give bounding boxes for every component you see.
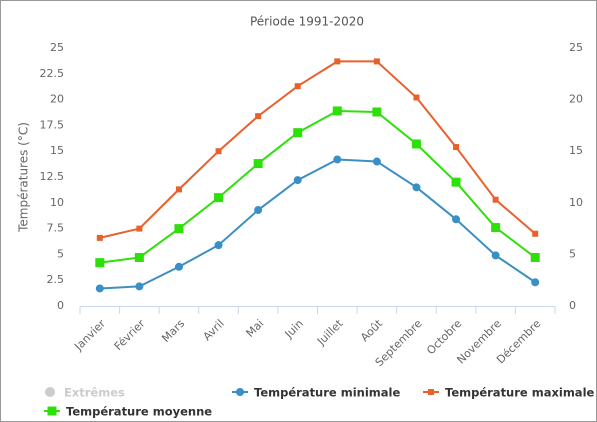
series-line (99, 109, 536, 264)
data-point (215, 148, 222, 155)
data-point (293, 128, 303, 138)
data-point (531, 278, 540, 287)
data-point (372, 157, 381, 166)
data-point (253, 159, 263, 169)
data-point (333, 155, 342, 164)
y-tick-label: 25 (50, 41, 64, 54)
data-point (532, 230, 539, 237)
data-point (95, 284, 104, 293)
y-tick-label: 20 (50, 93, 64, 106)
data-point (294, 83, 301, 90)
legend-symbol[interactable] (47, 406, 57, 416)
data-point (175, 186, 182, 193)
y2-tick-label: 25 (569, 41, 583, 54)
y-tick-label: 17.5 (40, 118, 65, 131)
legend-symbol[interactable] (236, 388, 244, 396)
data-point (255, 113, 262, 120)
data-point (453, 144, 460, 151)
series-line (99, 158, 536, 290)
data-point (491, 223, 501, 233)
data-point (492, 196, 499, 203)
data-point (135, 282, 144, 291)
data-point (413, 94, 420, 101)
data-point (96, 234, 103, 241)
data-point (136, 225, 143, 232)
legend-symbol[interactable] (45, 387, 55, 397)
y2-tick-label: 20 (569, 93, 583, 106)
data-point (134, 252, 144, 262)
legend-symbol[interactable] (428, 389, 434, 395)
data-point (530, 252, 540, 262)
y-tick-label: 7.5 (47, 222, 65, 235)
y-tick-label: 15 (50, 144, 64, 157)
data-point (411, 139, 421, 149)
legend-label[interactable]: Température maximale (445, 386, 595, 400)
y2-tick-label: 5 (569, 247, 576, 260)
data-point (174, 262, 183, 271)
legend-label[interactable]: Extrêmes (64, 386, 125, 400)
data-point (214, 193, 224, 203)
data-point (334, 58, 341, 65)
data-point (373, 58, 380, 65)
y-tick-label: 0 (57, 299, 64, 312)
y-tick-label: 12.5 (40, 170, 65, 183)
legend-label[interactable]: Température moyenne (66, 405, 212, 419)
y-tick-label: 2.5 (47, 273, 65, 286)
legend-label[interactable]: Température minimale (254, 386, 400, 400)
y2-tick-label: 15 (569, 144, 583, 157)
y2-tick-label: 10 (569, 196, 583, 209)
y2-tick-label: 0 (569, 299, 576, 312)
series-line (99, 60, 536, 239)
y-axis-label: Températures (°C) (17, 122, 31, 233)
y-tick-label: 5 (57, 247, 64, 260)
data-point (214, 241, 223, 250)
y-tick-label: 22.5 (40, 67, 65, 80)
chart-title: Période 1991-2020 (250, 15, 364, 29)
data-point (332, 106, 342, 116)
data-point (372, 107, 382, 117)
data-point (451, 177, 461, 187)
data-point (491, 251, 500, 260)
data-point (95, 258, 105, 268)
data-point (254, 206, 263, 215)
data-point (412, 183, 421, 192)
data-point (452, 215, 461, 224)
data-point (293, 176, 302, 185)
data-point (174, 224, 184, 234)
y-tick-label: 10 (50, 196, 64, 209)
